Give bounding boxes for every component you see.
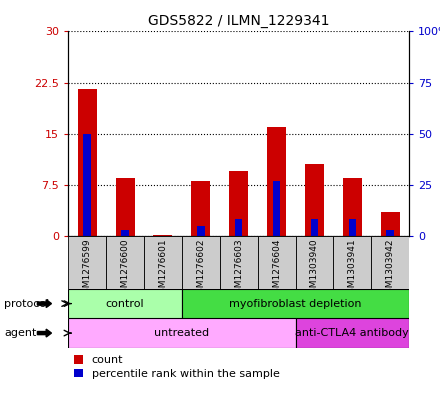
Text: GSM1276599: GSM1276599 — [83, 239, 92, 299]
Text: GSM1276601: GSM1276601 — [158, 239, 168, 299]
Text: untreated: untreated — [154, 328, 209, 338]
Text: GSM1276603: GSM1276603 — [234, 239, 243, 299]
Text: GSM1276600: GSM1276600 — [121, 239, 129, 299]
Bar — [220, 236, 258, 289]
Bar — [144, 236, 182, 289]
Legend: count, percentile rank within the sample: count, percentile rank within the sample — [74, 355, 279, 379]
Bar — [305, 164, 324, 236]
Bar — [381, 212, 400, 236]
Text: GSM1303941: GSM1303941 — [348, 239, 357, 299]
Bar — [154, 235, 172, 236]
Bar — [106, 236, 144, 289]
Text: myofibroblast depletion: myofibroblast depletion — [229, 299, 362, 309]
Text: protocol: protocol — [4, 299, 50, 309]
Bar — [296, 236, 334, 289]
Text: GSM1276604: GSM1276604 — [272, 239, 281, 299]
Text: anti-CTLA4 antibody: anti-CTLA4 antibody — [296, 328, 409, 338]
Text: agent: agent — [4, 328, 37, 338]
Bar — [197, 226, 205, 236]
Bar — [83, 134, 91, 236]
Bar — [121, 230, 129, 236]
Text: GSM1276602: GSM1276602 — [196, 239, 205, 299]
Bar — [334, 236, 371, 289]
Bar — [116, 178, 135, 236]
Bar — [229, 171, 248, 236]
Bar — [68, 289, 182, 318]
Bar — [78, 89, 97, 236]
Text: control: control — [106, 299, 144, 309]
Bar — [267, 127, 286, 236]
Bar — [258, 236, 296, 289]
Bar — [296, 318, 409, 348]
Text: GSM1303940: GSM1303940 — [310, 239, 319, 299]
Bar — [371, 236, 409, 289]
Bar — [68, 236, 106, 289]
Bar — [343, 178, 362, 236]
Bar — [191, 181, 210, 236]
Bar — [273, 181, 280, 236]
Title: GDS5822 / ILMN_1229341: GDS5822 / ILMN_1229341 — [148, 14, 330, 28]
Bar — [182, 236, 220, 289]
Bar — [68, 318, 296, 348]
Bar — [311, 219, 318, 236]
Bar — [182, 289, 409, 318]
Text: GSM1303942: GSM1303942 — [386, 239, 395, 299]
Bar — [348, 219, 356, 236]
Bar — [386, 230, 394, 236]
Bar — [235, 219, 242, 236]
